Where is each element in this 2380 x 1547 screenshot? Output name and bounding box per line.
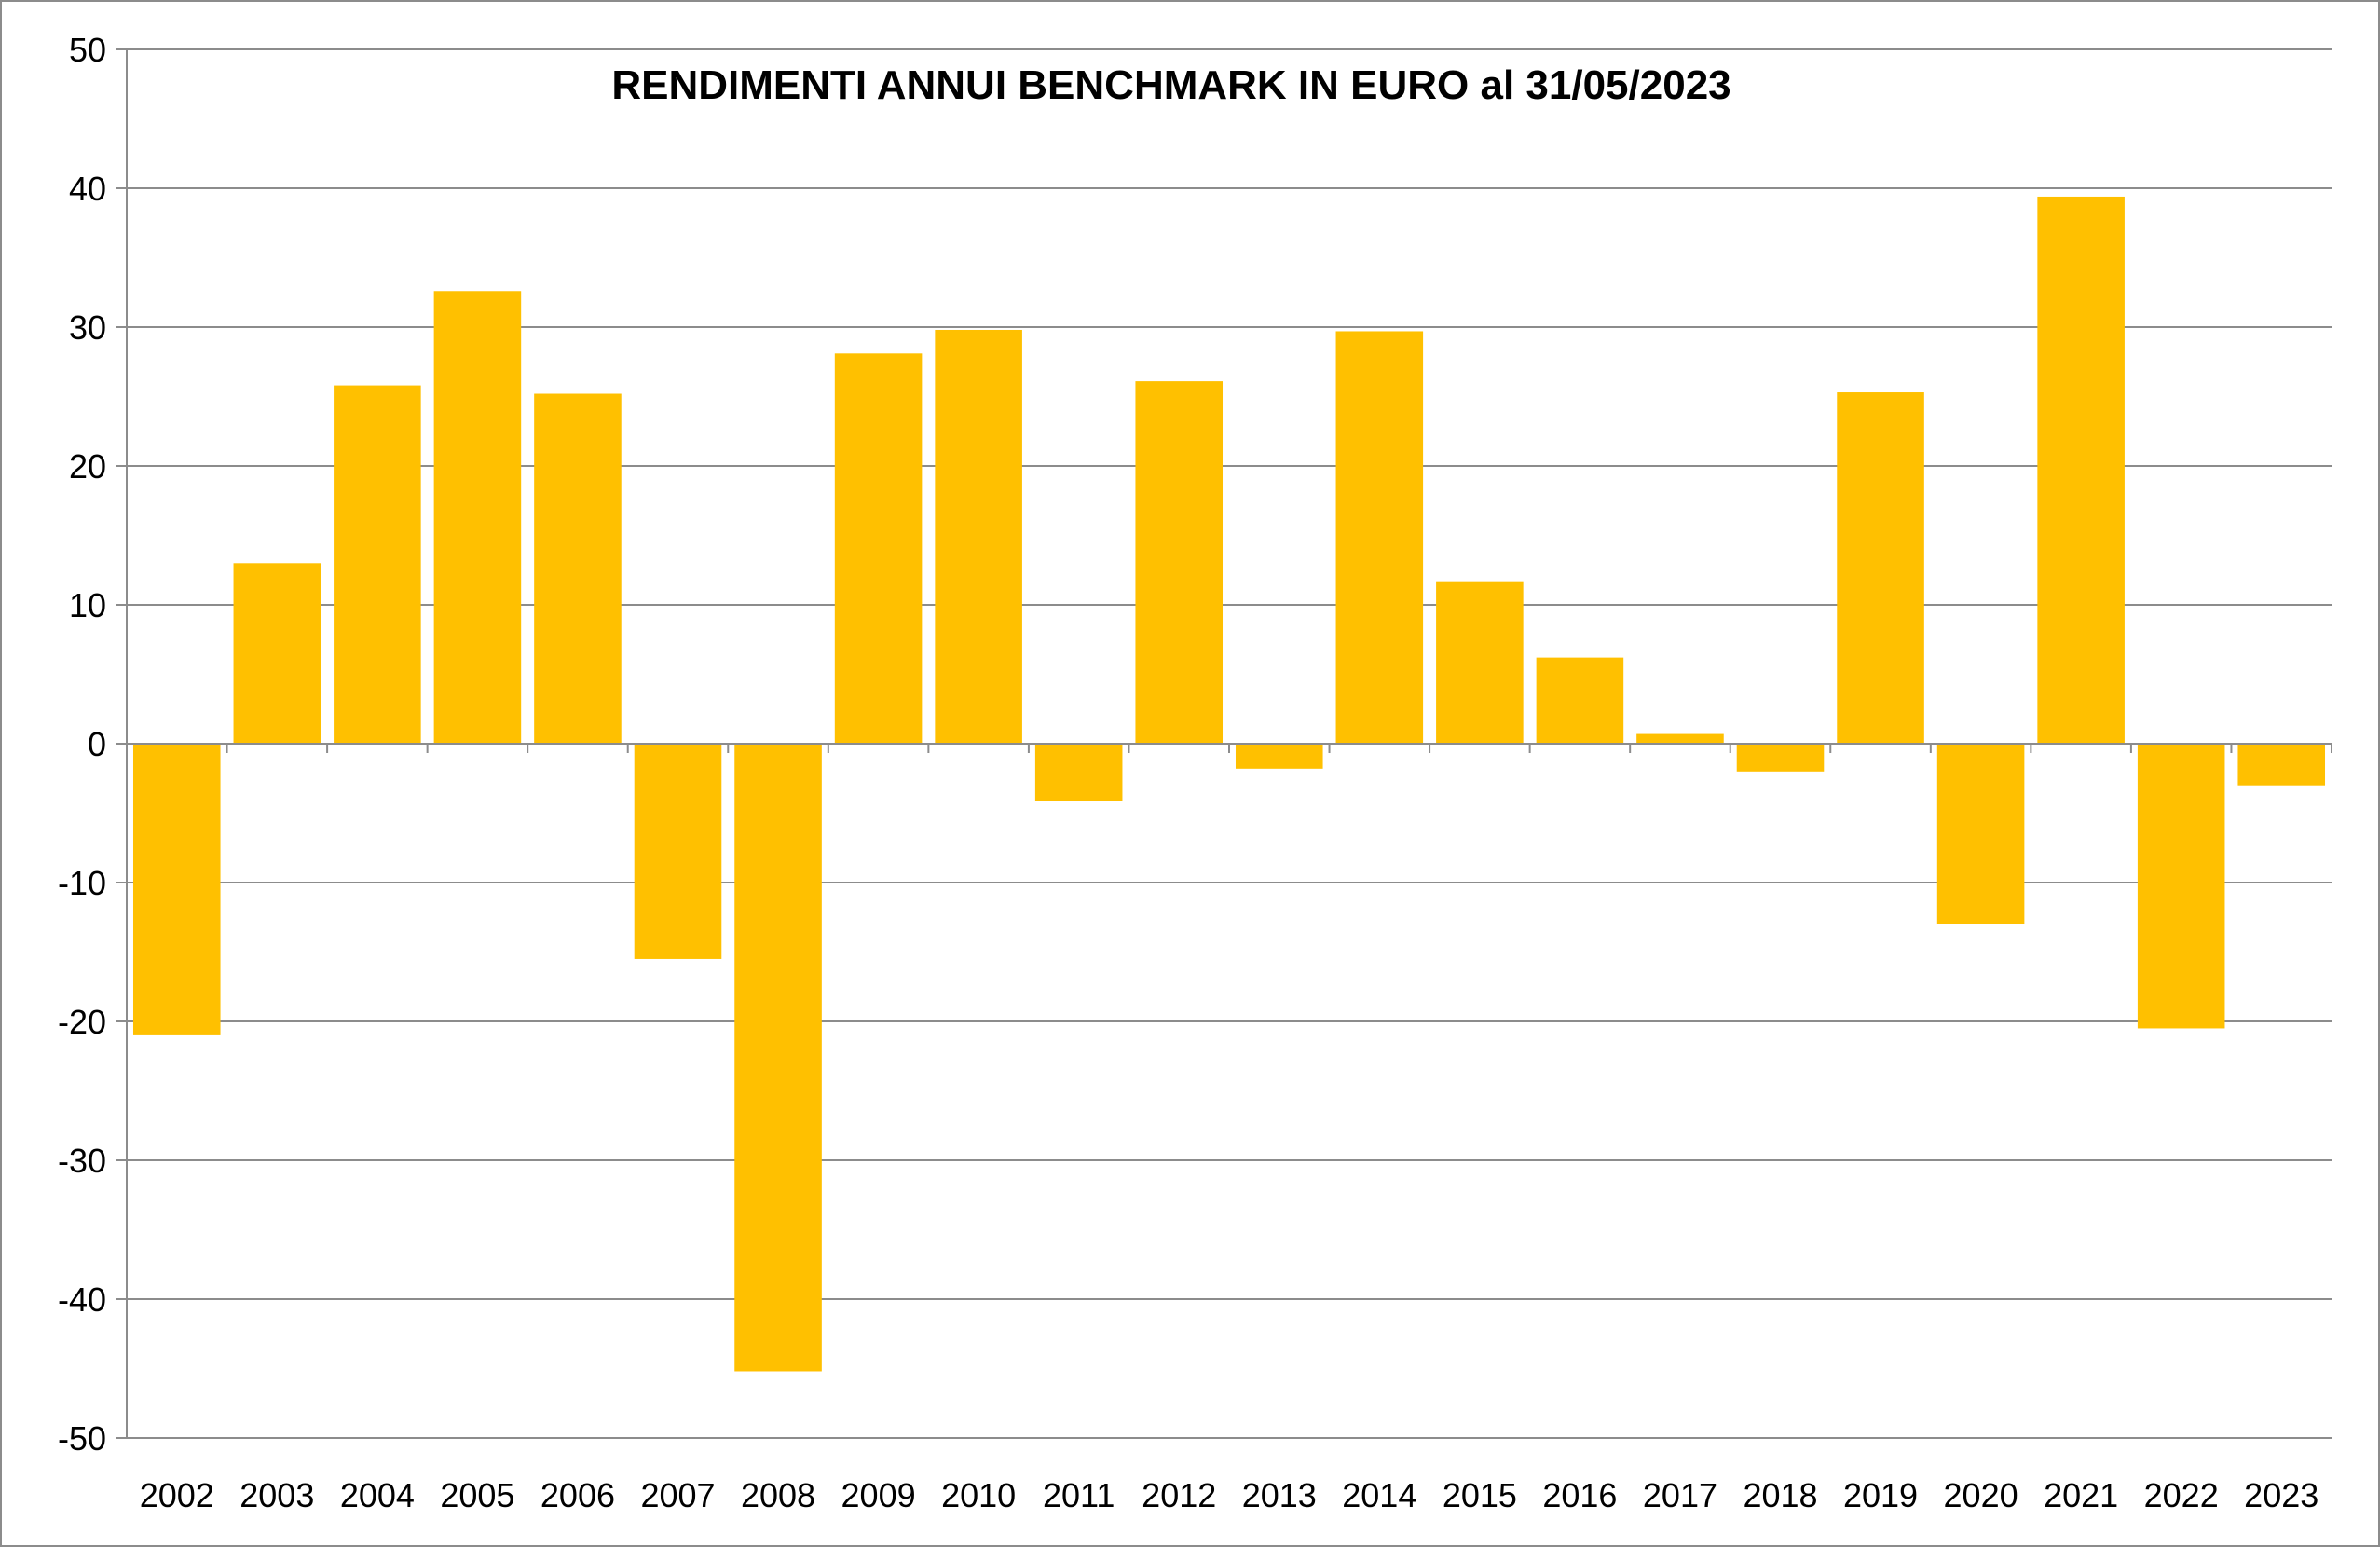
y-tick-label: 40 (69, 170, 106, 208)
x-tick-label: 2017 (1643, 1476, 1717, 1514)
x-tick-label: 2011 (1043, 1476, 1115, 1514)
x-tick-label: 2010 (941, 1476, 1016, 1514)
y-tick-label: -20 (58, 1003, 106, 1041)
x-tick-label: 2009 (841, 1476, 916, 1514)
bar-2009 (834, 353, 923, 744)
bars (132, 196, 2326, 1372)
bar-2016 (1536, 657, 1624, 744)
bar-2010 (935, 329, 1022, 744)
y-tick-labels: 50 40 30 20 10 0 -10 -20 -30 -40 -50 (58, 31, 106, 1458)
bar-2022 (2137, 744, 2225, 1029)
y-tick-label: 20 (69, 447, 106, 486)
bar-2008 (734, 744, 822, 1372)
x-tick-label: 2004 (340, 1476, 415, 1514)
bar-2007 (634, 744, 722, 959)
bar-2021 (2037, 196, 2125, 744)
x-tick-label: 2015 (1443, 1476, 1517, 1514)
bar-2020 (1936, 744, 2025, 924)
bar-2004 (334, 385, 421, 744)
y-tick-label: 50 (69, 31, 106, 69)
y-tick-label: -30 (58, 1142, 106, 1180)
y-tick-label: -50 (58, 1419, 106, 1458)
x-tick-label: 2002 (140, 1476, 214, 1514)
axes (126, 49, 2332, 1438)
x-tick-label: 2006 (540, 1476, 615, 1514)
x-tick-labels: 2002 2003 2004 2005 2006 2007 2008 2009 2010 2011… (140, 1476, 2319, 1514)
bar-2003 (233, 563, 321, 744)
bar-2018 (1736, 744, 1825, 772)
bar-2014 (1335, 331, 1424, 744)
x-tick-label: 2018 (1743, 1476, 1817, 1514)
x-tick-label: 2019 (1843, 1476, 1918, 1514)
bar-2015 (1436, 581, 1524, 744)
y-tick-label: 0 (88, 725, 106, 763)
y-tick-label: 10 (69, 586, 106, 624)
x-tick-label: 2022 (2144, 1476, 2219, 1514)
bar-2005 (433, 291, 522, 744)
x-tick-label: 2007 (640, 1476, 715, 1514)
x-tick-label: 2005 (440, 1476, 514, 1514)
y-tick-label: -10 (58, 864, 106, 902)
x-tick-label: 2020 (1944, 1476, 2018, 1514)
y-tick-label: 30 (69, 308, 106, 347)
bar-2023 (2237, 744, 2326, 786)
x-tick-label: 2008 (741, 1476, 815, 1514)
bar-2019 (1837, 392, 1924, 744)
bar-2002 (132, 744, 221, 1035)
bar-2017 (1636, 733, 1724, 744)
bar-2011 (1034, 744, 1123, 801)
bar-2013 (1235, 744, 1323, 769)
x-tick-label: 2014 (1342, 1476, 1416, 1514)
y-tick-label: -40 (58, 1280, 106, 1319)
x-tick-label: 2013 (1242, 1476, 1317, 1514)
x-tick-label: 2003 (239, 1476, 314, 1514)
x-tick-label: 2023 (2244, 1476, 2318, 1514)
bar-2006 (534, 393, 622, 744)
x-tick-label: 2016 (1542, 1476, 1617, 1514)
bar-2012 (1135, 381, 1224, 744)
x-tick-label: 2021 (2044, 1476, 2118, 1514)
chart-title: RENDIMENTI ANNUI BENCHMARK IN EURO al 31… (611, 62, 1730, 108)
x-tick-label: 2012 (1142, 1476, 1216, 1514)
